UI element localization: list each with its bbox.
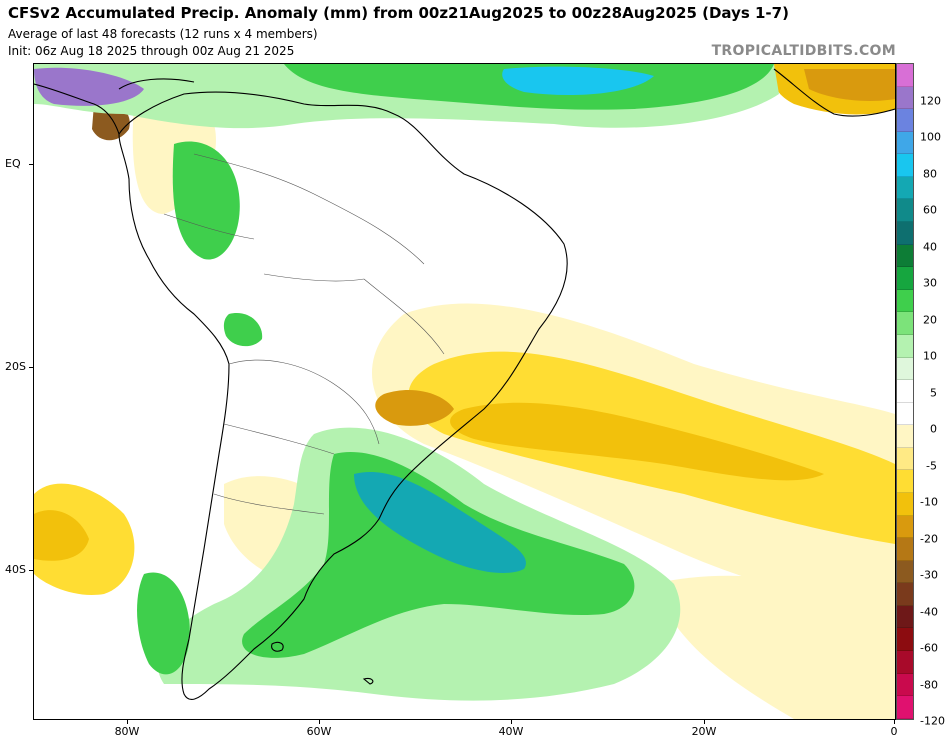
- dry-brazil-se: [375, 389, 454, 426]
- colorbar-label: 40: [923, 240, 937, 253]
- colorbar-swatch: [897, 447, 913, 471]
- colorbar-label: -120: [920, 714, 945, 728]
- wet-anomaly-areas: [34, 64, 779, 701]
- wet-southern-tip: [137, 572, 190, 675]
- precip-anomaly-map: [33, 63, 896, 720]
- colorbar-swatch: [897, 86, 913, 110]
- colorbar-label: -20: [920, 532, 938, 545]
- colorbar-label: -30: [920, 568, 938, 582]
- colorbar-label: 100: [920, 130, 941, 144]
- wet-bolivia: [223, 313, 263, 347]
- colorbar-label: -5: [926, 459, 937, 472]
- dry-south-atlantic-light: [654, 575, 895, 719]
- colorbar-swatch: [897, 334, 913, 358]
- colorbar-swatch: [897, 628, 913, 652]
- lon-tick: [704, 720, 705, 724]
- lon-label-40w: 40W: [498, 725, 524, 738]
- colorbar-label: 80: [923, 167, 937, 180]
- lon-label-20w: 20W: [691, 725, 717, 738]
- wet-south-atlantic-teal: [354, 472, 526, 574]
- map-subtitle: Average of last 48 forecasts (12 runs x …: [8, 27, 318, 41]
- lon-tick: [127, 720, 128, 724]
- south-america-coast: [118, 91, 568, 700]
- colorbar-swatch: [897, 131, 913, 155]
- lon-label-60w: 60W: [306, 725, 332, 738]
- colorbar-swatch: [897, 470, 913, 493]
- colorbar-label: 0: [930, 422, 937, 436]
- colorbar-label: 10: [923, 349, 937, 363]
- colorbar-swatch: [897, 64, 913, 87]
- dry-east-pacific-core: [34, 510, 89, 561]
- colorbar-label: -40: [920, 605, 938, 618]
- lat-label-40s: 40S: [5, 563, 26, 576]
- colorbar-label: -10: [920, 495, 938, 509]
- colorbar-swatch: [897, 425, 913, 448]
- colorbar-swatch: [897, 176, 913, 200]
- lon-tick: [511, 720, 512, 724]
- colorbar-swatch: [897, 154, 913, 177]
- colorbar-swatch: [897, 402, 913, 426]
- colorbar-swatch: [897, 605, 913, 629]
- colorbar-swatch: [897, 492, 913, 516]
- colorbar-swatch: [897, 696, 913, 719]
- lon-tick: [319, 720, 320, 724]
- country-borders: [163, 153, 445, 515]
- map-canvas: [34, 64, 895, 719]
- map-title: CFSv2 Accumulated Precip. Anomaly (mm) f…: [8, 4, 789, 22]
- south-georgia: [362, 678, 374, 685]
- colorbar-swatch: [897, 560, 913, 584]
- colorbar-label: 30: [923, 276, 937, 290]
- brand-watermark: TROPICALTIDBITS.COM: [711, 43, 896, 59]
- colorbar-swatch: [897, 380, 913, 403]
- lat-tick: [29, 164, 33, 165]
- colorbar-swatch: [897, 312, 913, 335]
- africa-coast: [773, 68, 895, 117]
- colorbar-swatch: [897, 289, 913, 313]
- lon-tick: [894, 720, 895, 724]
- wet-itcz-cyan: [502, 66, 654, 96]
- colorbar-swatch: [897, 267, 913, 290]
- colorbar: [896, 63, 914, 720]
- lon-label-80w: 80W: [114, 725, 140, 738]
- lat-tick: [29, 367, 33, 368]
- dry-africa-core: [804, 69, 895, 101]
- colorbar-label: 5: [930, 386, 937, 399]
- dry-atlantic-core: [450, 402, 824, 481]
- colorbar-label: -60: [920, 641, 938, 655]
- colorbar-swatch: [897, 109, 913, 132]
- falklands: [271, 641, 284, 652]
- wet-pacific-purple: [34, 67, 144, 106]
- colorbar-label: 60: [923, 203, 937, 217]
- colorbar-swatch: [897, 673, 913, 697]
- colorbar-label: 120: [920, 94, 941, 107]
- lat-tick: [29, 570, 33, 571]
- colorbar-swatch: [897, 357, 913, 381]
- caribbean-coast: [118, 78, 195, 90]
- colorbar-label: 20: [923, 313, 937, 326]
- colorbar-swatch: [897, 538, 913, 561]
- init-time: Init: 06z Aug 18 2025 through 00z Aug 21…: [8, 44, 295, 58]
- lat-label-eq: EQ: [5, 157, 21, 170]
- colorbar-swatch: [897, 583, 913, 606]
- colorbar-swatch: [897, 651, 913, 674]
- colorbar-swatch: [897, 199, 913, 223]
- central-america-coast: [34, 83, 120, 135]
- wet-andes-colombia: [172, 141, 240, 260]
- colorbar-label: -80: [920, 678, 938, 691]
- lat-label-20s: 20S: [5, 360, 26, 373]
- colorbar-swatch: [897, 244, 913, 268]
- colorbar-swatch: [897, 222, 913, 245]
- lon-label-0: 0: [890, 725, 898, 738]
- colorbar-swatch: [897, 515, 913, 539]
- coastlines: [34, 68, 895, 700]
